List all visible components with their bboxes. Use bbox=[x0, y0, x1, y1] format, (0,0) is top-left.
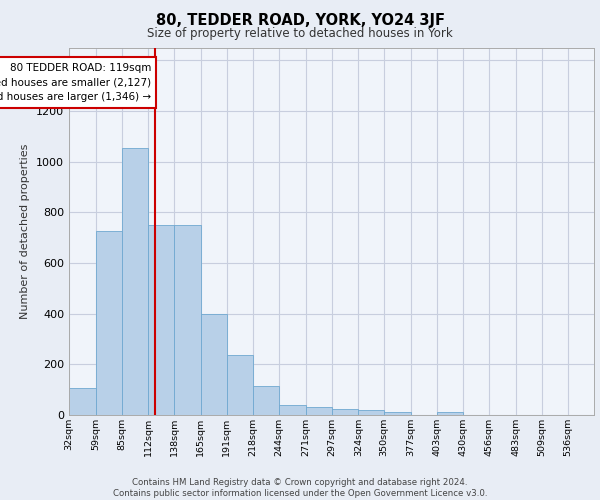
Bar bbox=[437, 412, 463, 415]
Bar bbox=[306, 408, 331, 415]
Text: 80, TEDDER ROAD, YORK, YO24 3JF: 80, TEDDER ROAD, YORK, YO24 3JF bbox=[155, 12, 445, 28]
Bar bbox=[384, 412, 411, 415]
Bar bbox=[69, 388, 96, 415]
Y-axis label: Number of detached properties: Number of detached properties bbox=[20, 144, 31, 319]
Text: 80 TEDDER ROAD: 119sqm
← 61% of detached houses are smaller (2,127)
39% of semi-: 80 TEDDER ROAD: 119sqm ← 61% of detached… bbox=[0, 62, 151, 102]
Bar bbox=[96, 231, 121, 415]
Bar bbox=[279, 405, 306, 415]
Bar bbox=[201, 314, 227, 415]
Bar bbox=[227, 356, 253, 415]
Bar bbox=[174, 225, 201, 415]
Text: Size of property relative to detached houses in York: Size of property relative to detached ho… bbox=[147, 28, 453, 40]
Text: Contains HM Land Registry data © Crown copyright and database right 2024.
Contai: Contains HM Land Registry data © Crown c… bbox=[113, 478, 487, 498]
Bar bbox=[331, 408, 358, 415]
Bar bbox=[148, 225, 174, 415]
Bar bbox=[121, 148, 148, 415]
Bar bbox=[253, 386, 279, 415]
Bar bbox=[358, 410, 384, 415]
